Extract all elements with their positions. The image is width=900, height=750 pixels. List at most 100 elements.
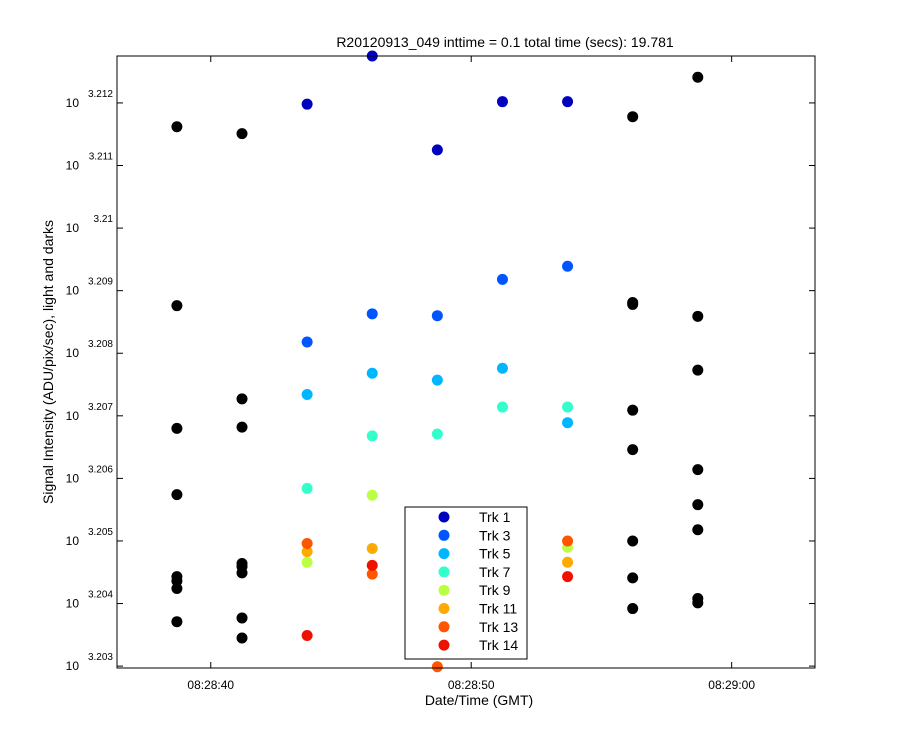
y-tick-base: 10 [66,346,80,360]
trk-point-3 [301,389,313,401]
dark-point [692,524,704,536]
y-tick-exponent: 3.205 [88,527,113,538]
legend-marker [438,603,450,614]
trk-point-2 [301,336,313,348]
dark-point [236,393,248,405]
trk-point-3 [431,374,443,386]
legend-entry: Trk 3 [479,527,511,543]
dark-point [171,121,183,133]
dark-point [171,616,183,628]
trk-point-4 [366,430,378,442]
trk-point-3 [366,367,378,379]
legend-entry: Trk 13 [479,619,518,635]
x-axis-label: Date/Time (GMT) [425,692,533,708]
trk-point-7 [562,535,574,547]
dark-point [692,71,704,83]
y-tick-exponent: 3.21 [94,214,114,225]
dark-point [627,572,639,584]
legend-entry: Trk 14 [479,637,518,653]
y-tick-exponent: 3.203 [88,652,113,663]
legend-marker [438,566,450,578]
trk-point-8 [562,571,574,583]
trk-point-6 [301,546,313,558]
trk-point-1 [431,144,443,156]
legend-box [404,506,528,660]
trk-point-6 [366,542,378,554]
legend-marker [438,639,450,651]
trk-point-3 [562,417,574,429]
trk-point-1 [301,98,313,110]
x-tick-label: 08:28:50 [448,678,495,692]
legend-entry: Trk 11 [479,601,517,617]
legend-marker [438,529,450,541]
trk-point-4 [496,401,508,413]
dark-point [692,310,704,322]
dark-point [692,499,704,511]
y-tick-exponent: 3.212 [88,89,113,100]
dark-point [236,128,248,140]
plot-frame [116,55,816,669]
dark-point [627,111,639,123]
y-tick-base: 10 [66,159,80,173]
y-axis-label: Signal Intensity (ADU/pix/sec), light an… [40,220,56,504]
x-tick-label: 08:29:00 [708,678,755,692]
y-tick-exponent: 3.211 [89,152,114,163]
legend-marker [438,584,450,596]
trk-point-4 [431,428,443,440]
trk-point-2 [496,273,508,285]
dark-point [627,298,639,310]
trk-point-8 [301,629,313,641]
legend-marker [438,548,450,560]
x-tick-label: 08:28:40 [187,678,234,692]
legend-entry: Trk 7 [479,564,511,580]
y-tick-exponent: 3.207 [88,402,113,413]
dark-point [692,597,704,609]
chart-title: R20120913_049 inttime = 0.1 total time (… [336,34,674,50]
y-tick-exponent: 3.204 [88,590,113,601]
trk-point-7 [431,661,443,673]
trk-point-4 [562,401,574,413]
legend-entry: Trk 1 [479,509,511,525]
y-tick-base: 10 [66,597,80,611]
trk-point-1 [496,96,508,108]
trk-point-3 [496,362,508,374]
dark-point [236,421,248,433]
trk-point-8 [366,559,378,571]
trk-point-5 [301,556,313,568]
trk-point-2 [366,308,378,320]
y-tick-base: 10 [66,284,80,298]
y-tick-exponent: 3.209 [88,277,113,288]
y-tick-base: 10 [66,534,80,548]
legend-marker [438,511,450,523]
dark-point [236,632,248,644]
dark-point [171,422,183,434]
axis-ticks: 08:28:40 08:28:50 08:29:00 10 3.203 10 3.204 10… [66,56,815,692]
dark-point [692,464,704,476]
y-tick-base: 10 [66,221,80,235]
y-tick-base: 10 [66,409,80,423]
legend-marker [438,621,450,633]
data-points [171,50,704,673]
dark-point [692,364,704,376]
trk-point-2 [431,310,443,322]
dark-point [627,404,639,416]
trk-point-7 [366,568,378,580]
dark-point [171,583,183,595]
dark-point [171,489,183,501]
y-tick-base: 10 [66,96,80,110]
legend-entry: Trk 9 [479,582,511,598]
dark-point [627,603,639,615]
trk-point-2 [562,260,574,272]
trk-point-4 [301,482,313,494]
trk-point-1 [562,96,574,108]
trk-point-7 [301,537,313,549]
trk-point-5 [366,489,378,501]
y-tick-base: 10 [66,659,80,673]
dark-point [236,567,248,579]
dark-point [236,612,248,624]
dark-point [627,444,639,456]
y-tick-exponent: 3.206 [88,464,113,475]
y-tick-base: 10 [66,471,80,485]
dark-point [171,300,183,312]
